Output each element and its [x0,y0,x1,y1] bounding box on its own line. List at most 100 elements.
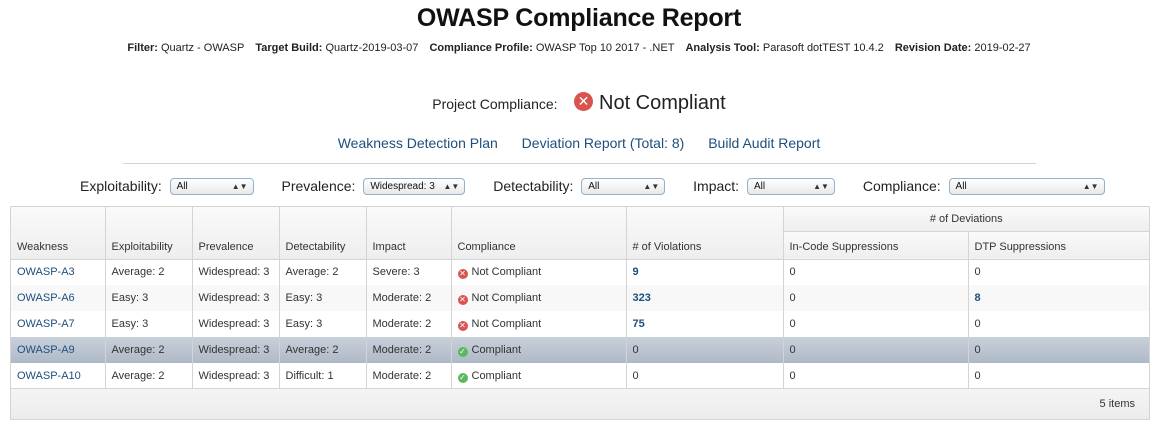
exploitability-cell: Average: 2 [105,337,193,363]
col-weakness[interactable]: Weakness [11,207,106,260]
table-row-selected[interactable]: OWASP-A9 Average: 2 Widespread: 3 Averag… [11,337,1149,363]
col-dtp-suppressions[interactable]: DTP Suppressions [968,231,1149,260]
updown-arrow-icon: ▲▼ [443,181,460,191]
project-compliance-label: Project Compliance: [432,95,558,112]
compliance-cell: ✕ Not Compliant [451,285,627,311]
weakness-grid: Weakness Exploitability Prevalence Detec… [10,206,1150,420]
x-circle-icon: ✕ [457,294,468,305]
dtp-cell: 0 [974,370,981,382]
dtp-cell: 0 [968,337,1149,363]
prevalence-cell: Widespread: 3 [192,363,280,389]
project-compliance-status: Not Compliant [599,92,726,114]
filter-bar: Exploitability: All ▲▼ Prevalence: Widesp… [80,177,1129,195]
compliance-cell: ✕ Not Compliant [451,311,627,337]
report-meta: Filter: Quartz - OWASP Target Build: Qua… [0,42,1158,54]
table-row[interactable]: OWASP-A6 Easy: 3 Widespread: 3 Easy: 3 M… [11,285,1149,311]
weakness-detection-plan-link[interactable]: Weakness Detection Plan [337,135,498,151]
col-group-deviations: # of Deviations [783,207,1149,232]
filter-compliance: Compliance: All ▲▼ [863,177,1105,195]
weakness-link[interactable]: OWASP-A6 [17,292,75,304]
table-row[interactable]: OWASP-A3 Average: 2 Widespread: 3 Averag… [11,259,1149,285]
col-in-code-suppressions[interactable]: In-Code Suppressions [783,231,969,260]
prevalence-cell: Widespread: 3 [192,259,280,285]
compliance-select[interactable]: All ▲▼ [948,177,1105,195]
exploitability-cell: Easy: 3 [105,311,193,337]
detectability-cell: Easy: 3 [279,285,367,311]
impact-select[interactable]: All ▲▼ [746,177,835,195]
col-exploitability[interactable]: Exploitability [105,207,193,260]
impact-cell: Moderate: 2 [366,363,452,389]
item-count: 5 items [1099,398,1135,410]
impact-cell: Moderate: 2 [366,285,452,311]
exploitability-cell: Average: 2 [105,363,193,389]
violations-link[interactable]: 9 [632,266,639,279]
page-title: OWASP Compliance Report [416,4,742,32]
x-circle-icon: ✕ [457,268,468,279]
meta-analysis-tool: Analysis Tool: Parasoft dotTEST 10.4.2 [685,42,884,54]
divider [123,163,1036,164]
col-detectability[interactable]: Detectability [279,207,367,260]
col-impact[interactable]: Impact [366,207,452,260]
prevalence-cell: Widespread: 3 [192,285,280,311]
impact-cell: Severe: 3 [366,259,452,285]
prevalence-cell: Widespread: 3 [192,337,280,363]
dtp-cell: 0 [974,318,981,330]
dtp-link[interactable]: 8 [974,292,981,304]
weakness-link[interactable]: OWASP-A7 [17,318,75,330]
filter-impact: Impact: All ▲▼ [693,177,835,195]
check-circle-icon: ✓ [457,346,468,357]
filter-detectability: Detectability: All ▲▼ [493,177,666,195]
prevalence-cell: Widespread: 3 [192,311,280,337]
report-links: Weakness Detection Plan Deviation Report… [0,135,1158,151]
build-audit-report-link[interactable]: Build Audit Report [708,135,821,151]
detectability-cell: Easy: 3 [279,311,367,337]
violations-cell: 0 [626,363,784,389]
grid-footer: 5 items [11,388,1149,419]
check-circle-icon: ✓ [457,372,468,383]
filter-exploitability: Exploitability: All ▲▼ [80,177,254,195]
detectability-cell: Average: 2 [279,337,367,363]
compliance-cell: ✓ Compliant [451,337,627,363]
updown-arrow-icon: ▲▼ [643,181,660,191]
col-compliance[interactable]: Compliance [451,207,627,260]
exploitability-cell: Average: 2 [105,259,193,285]
deviation-report-link[interactable]: Deviation Report (Total: 8) [521,135,685,151]
dtp-cell: 0 [974,266,981,279]
in-code-cell: 0 [783,311,969,337]
x-circle-icon: ✕ [457,320,468,331]
filter-prevalence: Prevalence: Widespread: 3 ▲▼ [281,177,466,195]
in-code-cell: 0 [783,337,969,363]
impact-cell: Moderate: 2 [366,337,452,363]
detectability-cell: Difficult: 1 [279,363,367,389]
violations-link[interactable]: 323 [632,292,651,304]
violations-link[interactable]: 75 [632,318,645,330]
detectability-cell: Average: 2 [279,259,367,285]
col-prevalence[interactable]: Prevalence [192,207,280,260]
in-code-cell: 0 [783,285,969,311]
updown-arrow-icon: ▲▼ [1082,181,1099,191]
in-code-cell: 0 [783,363,969,389]
meta-filter: Filter: Quartz - OWASP [127,42,245,54]
impact-cell: Moderate: 2 [366,311,452,337]
project-compliance: Project Compliance: ✕ Not Compliant [0,92,1158,115]
weakness-link[interactable]: OWASP-A9 [17,344,75,356]
table-row[interactable]: OWASP-A10 Average: 2 Widespread: 3 Diffi… [11,363,1149,389]
weakness-table: Weakness Exploitability Prevalence Detec… [11,207,1149,389]
exploitability-select[interactable]: All ▲▼ [169,177,254,195]
violations-cell: 0 [626,337,784,363]
weakness-link[interactable]: OWASP-A3 [17,266,75,279]
in-code-cell: 0 [783,259,969,285]
compliance-cell: ✕ Not Compliant [451,259,627,285]
updown-arrow-icon: ▲▼ [813,181,829,191]
col-violations[interactable]: # of Violations [626,207,784,260]
compliance-cell: ✓ Compliant [451,363,627,389]
prevalence-select[interactable]: Widespread: 3 ▲▼ [363,177,466,195]
table-row[interactable]: OWASP-A7 Easy: 3 Widespread: 3 Easy: 3 M… [11,311,1149,337]
meta-compliance-profile: Compliance Profile: OWASP Top 10 2017 - … [429,42,675,54]
weakness-link[interactable]: OWASP-A10 [17,370,81,382]
exploitability-cell: Easy: 3 [105,285,193,311]
updown-arrow-icon: ▲▼ [231,181,248,191]
meta-revision-date: Revision Date: 2019-02-27 [894,42,1031,54]
meta-target-build: Target Build: Quartz-2019-03-07 [255,42,419,54]
detectability-select[interactable]: All ▲▼ [581,177,666,195]
